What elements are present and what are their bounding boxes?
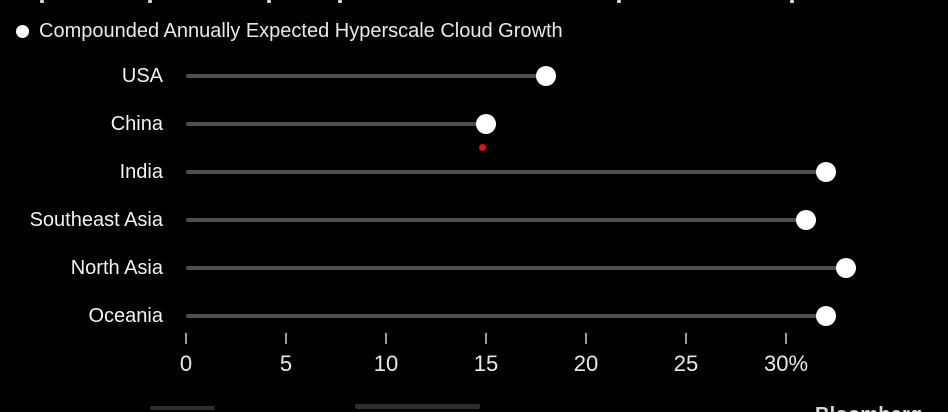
axis-tick-label: 30% bbox=[763, 351, 809, 376]
clipped-headline-remnant bbox=[790, 0, 794, 3]
clipped-headline-remnant bbox=[40, 0, 44, 3]
axis-tick bbox=[685, 333, 687, 344]
axis-tick bbox=[185, 333, 187, 344]
category-label: Southeast Asia bbox=[29, 209, 163, 231]
axis-tick-label: 15 bbox=[473, 351, 499, 376]
clipped-headline-remnant bbox=[338, 0, 342, 3]
chart-legend: Compounded Annually Expected Hyperscale … bbox=[16, 19, 563, 43]
category-label: USA bbox=[121, 65, 163, 87]
data-point-dot bbox=[816, 162, 836, 182]
axis-tick-label: 0 bbox=[179, 351, 193, 376]
clipped-headline-remnant bbox=[617, 0, 621, 3]
axis-tick bbox=[585, 333, 587, 344]
clipped-headline-remnant bbox=[148, 0, 152, 3]
data-point-dot bbox=[796, 210, 816, 230]
axis-tick bbox=[385, 333, 387, 344]
axis-tick-label: 25 bbox=[673, 351, 699, 376]
axis-tick-label: 20 bbox=[573, 351, 599, 376]
data-point-dot bbox=[476, 114, 496, 134]
axis-tick-label: 10 bbox=[373, 351, 399, 376]
data-point-dot bbox=[836, 258, 856, 278]
data-point-dot bbox=[536, 66, 556, 86]
axis-tick bbox=[285, 333, 287, 344]
category-label: China bbox=[110, 113, 163, 135]
lollipop-line bbox=[186, 218, 806, 222]
axis-tick-label: 5 bbox=[279, 351, 293, 376]
category-label: North Asia bbox=[70, 257, 163, 279]
red-marker-dot bbox=[478, 143, 486, 151]
lollipop-line bbox=[186, 314, 826, 318]
category-label: Oceania bbox=[88, 305, 164, 327]
clipped-headline-remnant bbox=[267, 0, 271, 3]
legend-dot-icon bbox=[16, 24, 29, 38]
clipped-text-remnant bbox=[150, 406, 215, 410]
bloomberg-watermark: Bloomberg bbox=[815, 404, 922, 412]
lollipop-line bbox=[186, 170, 826, 174]
clipped-text-remnant bbox=[355, 404, 480, 409]
axis-tick bbox=[785, 333, 787, 344]
legend-label: Compounded Annually Expected Hyperscale … bbox=[39, 20, 563, 42]
lollipop-line bbox=[186, 74, 546, 78]
axis-tick bbox=[485, 333, 487, 344]
lollipop-line bbox=[186, 122, 486, 126]
data-point-dot bbox=[816, 306, 836, 326]
category-label: India bbox=[119, 161, 163, 183]
lollipop-line bbox=[186, 266, 846, 270]
